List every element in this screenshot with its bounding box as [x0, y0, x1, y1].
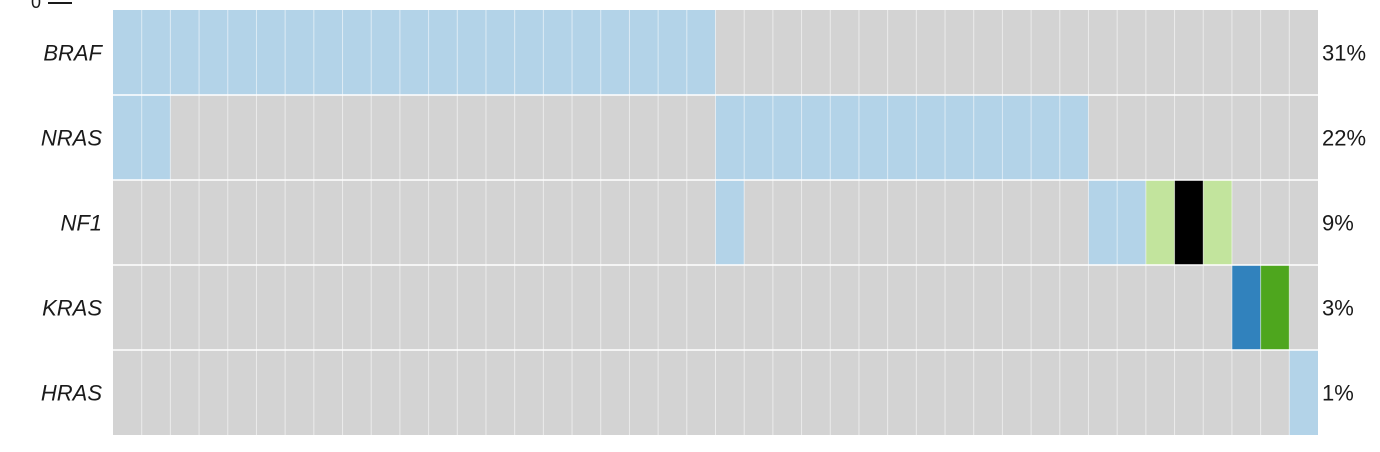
- alteration-cell: [1203, 180, 1232, 265]
- oncoprint-rows: BRAF 31% NRAS 22% NF1 9% KRAS 3% HRAS 1%: [41, 10, 1366, 435]
- alteration-cell: [715, 180, 745, 265]
- gene-label: BRAF: [43, 41, 103, 66]
- alteration-percent: 1%: [1322, 381, 1354, 406]
- top-axis-tick-label: 0: [31, 0, 41, 12]
- alteration-percent: 3%: [1322, 296, 1354, 321]
- gene-label: NRAS: [41, 126, 102, 151]
- oncoprint-row-hras: HRAS 1%: [41, 349, 1354, 435]
- alteration-cell: [113, 10, 716, 95]
- oncoprint-row-kras: KRAS 3%: [42, 264, 1354, 350]
- oncoprint-row-nras: NRAS 22%: [41, 94, 1366, 180]
- alteration-cell: [1231, 265, 1261, 350]
- alteration-cell: [1174, 180, 1204, 265]
- alteration-percent: 22%: [1322, 126, 1366, 151]
- alteration-cell: [1289, 350, 1318, 435]
- alteration-cell: [1145, 180, 1175, 265]
- gene-label: NF1: [60, 211, 102, 236]
- alteration-percent: 9%: [1322, 211, 1354, 236]
- gene-label: KRAS: [42, 296, 102, 321]
- oncoprint-row-braf: BRAF 31%: [43, 10, 1366, 95]
- alteration-cell: [715, 95, 1089, 180]
- alteration-percent: 31%: [1322, 41, 1366, 66]
- gene-label: HRAS: [41, 381, 102, 406]
- alteration-cell: [1260, 265, 1290, 350]
- oncoprint-row-nf1: NF1 9%: [60, 179, 1354, 265]
